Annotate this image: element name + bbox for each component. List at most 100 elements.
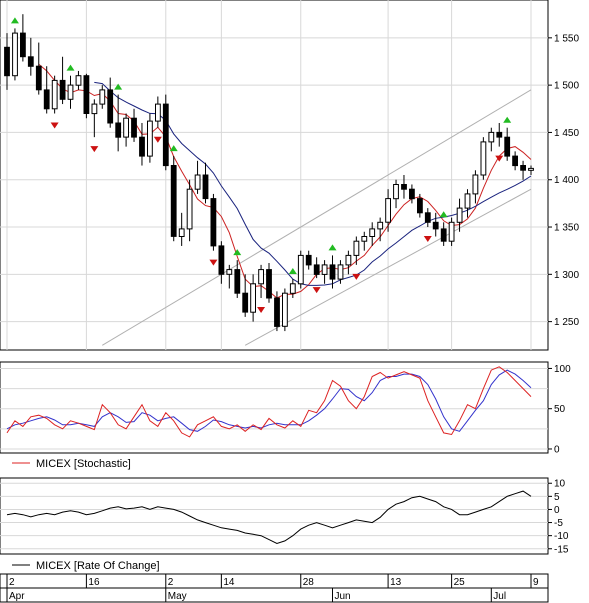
candle-up [75, 75, 82, 86]
fractal-up-marker [503, 116, 512, 123]
date-axis: 2 16 2 14 28 13 25 9 Apr May Jun Jul [0, 573, 549, 603]
candle-down [242, 292, 249, 313]
price-frame [0, 0, 549, 351]
candle-down [520, 165, 527, 171]
fractal-up-marker [439, 211, 448, 218]
candle-down [4, 46, 10, 77]
candle-down [313, 264, 320, 275]
fractal-down-marker [50, 122, 59, 129]
candle-down [401, 184, 407, 190]
rate-of-change-panel: 10 5 0 -5 -10 -15 [0, 477, 569, 555]
candle-up [456, 207, 463, 223]
day-tick-label: 2 [9, 577, 15, 588]
fractal-down-marker [257, 306, 266, 313]
price-panel: 1 250 1 300 1 350 1 400 1 450 1 500 1 550 [0, 0, 579, 351]
candle-down [139, 136, 145, 157]
candle-down [170, 165, 177, 237]
candle-up [194, 174, 201, 190]
day-tick-label: 25 [454, 577, 466, 588]
fractal-up-marker [233, 249, 242, 256]
price-tick-label: 1 300 [554, 270, 579, 281]
price-tick-label: 1 250 [554, 317, 579, 328]
roc-tick-label: -10 [554, 531, 569, 542]
fractal-down-marker [209, 259, 218, 266]
candle-down [162, 103, 169, 167]
stochastic-legend-label: MICEX [Stochastic] [36, 458, 131, 470]
fractal-down-marker [423, 236, 432, 243]
day-tick-label: 9 [533, 577, 539, 588]
candle-down [329, 264, 336, 280]
lower-channel-line [244, 188, 532, 346]
candle-up [51, 79, 58, 110]
candle-down [417, 198, 423, 214]
candle-up [385, 198, 392, 223]
fractal-up-marker [114, 83, 123, 90]
candle-up [67, 84, 74, 100]
candle-down [432, 221, 439, 230]
stochastic-tick-label: 50 [554, 404, 566, 415]
candle-down [59, 79, 66, 100]
roc-tick-label: 5 [554, 492, 560, 503]
roc-line [6, 490, 532, 545]
roc-tick-label: -15 [554, 544, 569, 555]
candle-up [12, 32, 18, 77]
candle-down [202, 174, 209, 200]
roc-tick-label: 0 [554, 505, 560, 516]
fractal-down-marker [312, 287, 321, 294]
candle-down [409, 188, 415, 200]
fractal-down-marker [352, 273, 361, 280]
candle-up [377, 221, 384, 230]
candle-up [297, 254, 304, 285]
month-tick-label: May [168, 591, 187, 602]
candle-down [107, 89, 114, 124]
candle-down [305, 254, 312, 266]
fractal-up-marker [288, 268, 297, 275]
candle-up [155, 103, 161, 122]
stochastic-d-line [6, 369, 532, 432]
candle-down [27, 56, 34, 67]
price-tick-label: 1 400 [554, 175, 579, 186]
fractal-up-marker [169, 145, 178, 152]
candle-up [337, 264, 344, 280]
fractal-up-marker [328, 244, 337, 251]
stochastic-frame [0, 361, 549, 454]
candle-up [321, 264, 328, 275]
candle-down [218, 245, 225, 275]
roc-tick-label: -5 [554, 518, 563, 529]
candle-down [274, 297, 280, 327]
month-tick-label: Apr [9, 591, 25, 602]
day-tick-label: 2 [168, 577, 174, 588]
candle-up [448, 221, 455, 242]
candle-down [424, 212, 431, 223]
candle-up [186, 188, 193, 230]
candle-down [440, 228, 447, 242]
price-tick-label: 1 550 [554, 33, 579, 44]
candle-up [345, 254, 352, 266]
day-tick-label: 13 [390, 577, 402, 588]
candle-up [258, 269, 265, 285]
candle-down [504, 136, 511, 157]
candle-up [123, 117, 129, 138]
roc-legend-label: MICEX [Rate Of Change] [36, 560, 160, 572]
candle-down [266, 269, 272, 299]
day-tick-label: 28 [303, 577, 315, 588]
upper-channel-line [102, 89, 532, 346]
day-tick-label: 14 [223, 577, 235, 588]
candle-down [20, 32, 26, 58]
candle-down [210, 198, 217, 247]
stochastic-tick-label: 100 [554, 364, 571, 375]
candle-down [131, 117, 137, 138]
candle-down [512, 155, 519, 167]
candle-up [178, 228, 185, 237]
price-tick-label: 1 500 [554, 81, 579, 92]
stochastic-tick-label: 0 [554, 444, 560, 455]
candle-down [496, 131, 503, 138]
roc-legend: MICEX [Rate Of Change] [12, 560, 160, 572]
candle-up [528, 167, 534, 171]
candle-down [115, 122, 122, 138]
candle-up [393, 184, 399, 200]
candle-up [369, 228, 376, 237]
price-tick-label: 1 350 [554, 223, 579, 234]
stochastic-k-line [6, 366, 532, 438]
